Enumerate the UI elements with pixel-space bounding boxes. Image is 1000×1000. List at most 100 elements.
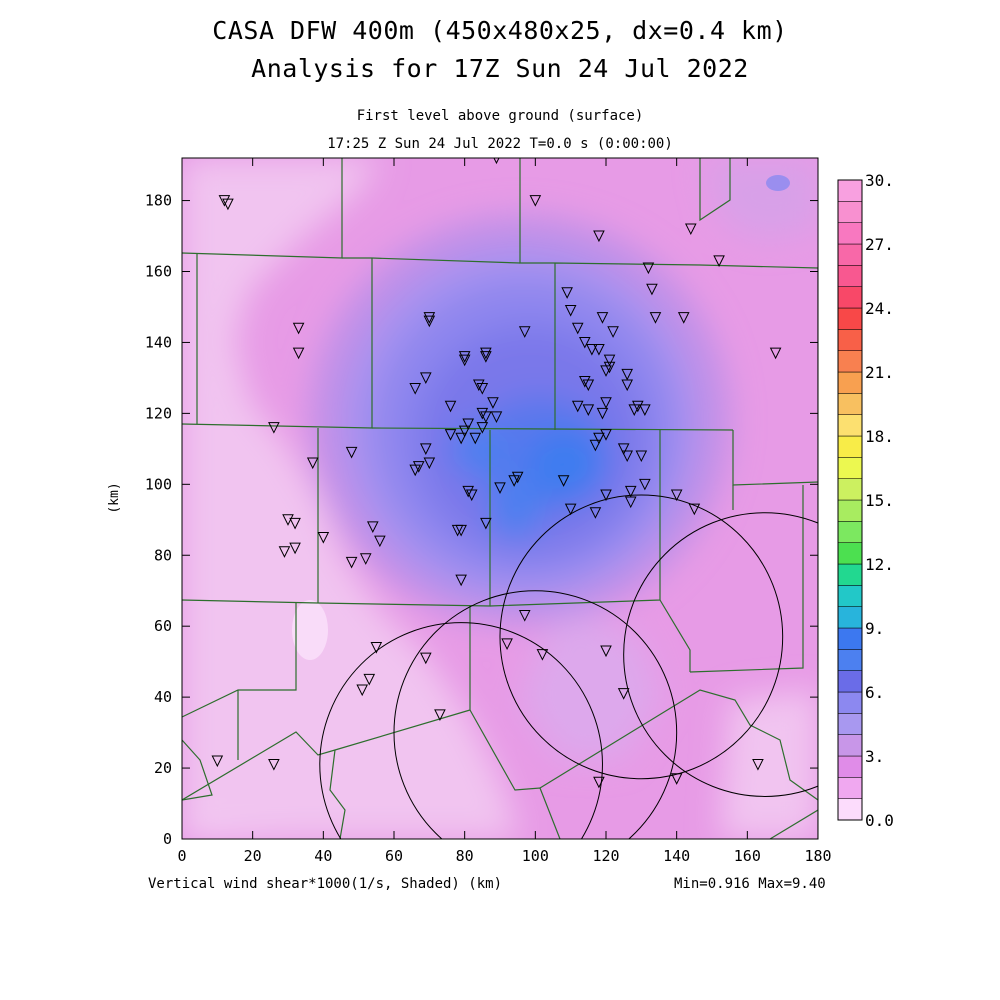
colorbar-swatch bbox=[837, 563, 863, 586]
colorbar-swatch bbox=[837, 670, 863, 693]
colorbar-swatch bbox=[837, 649, 863, 671]
station-marker bbox=[476, 383, 489, 395]
colorbar-swatch bbox=[837, 691, 863, 714]
colorbar-swatch bbox=[837, 307, 863, 330]
station-marker bbox=[617, 688, 630, 700]
colorbar-swatch bbox=[837, 478, 863, 501]
x-tick-label: 0 bbox=[177, 847, 186, 865]
station-marker bbox=[621, 450, 634, 463]
station-marker bbox=[628, 404, 641, 416]
colorbar-swatch bbox=[837, 457, 863, 479]
station-marker bbox=[589, 439, 602, 452]
station-marker bbox=[624, 485, 637, 498]
colorbar-swatch bbox=[837, 435, 863, 458]
station-marker bbox=[480, 347, 492, 360]
station-marker bbox=[511, 471, 524, 484]
x-tick-label: 60 bbox=[385, 847, 403, 865]
station-marker bbox=[564, 305, 577, 317]
station-marker bbox=[557, 475, 570, 487]
station-marker bbox=[593, 432, 605, 445]
colorbar-swatch bbox=[837, 329, 863, 351]
colorbar-label: 30. bbox=[865, 171, 894, 190]
station-marker bbox=[621, 379, 634, 392]
station-marker bbox=[317, 532, 330, 544]
y-tick-label: 80 bbox=[154, 546, 172, 564]
station-marker bbox=[282, 514, 294, 526]
colorbar-label: 27. bbox=[865, 235, 894, 254]
y-tick-label: 160 bbox=[145, 263, 172, 281]
colorbar-label: 18. bbox=[865, 427, 894, 446]
station-marker bbox=[268, 759, 280, 771]
station-marker bbox=[423, 457, 436, 470]
x-tick-label: 180 bbox=[804, 847, 831, 865]
y-tick-label: 60 bbox=[154, 617, 172, 635]
colorbar-label: 9. bbox=[865, 619, 884, 638]
colorbar-swatch bbox=[837, 542, 863, 565]
station-marker bbox=[564, 503, 577, 516]
x-tick-label: 100 bbox=[522, 847, 549, 865]
radar-range-rings bbox=[319, 494, 818, 839]
plot-frame bbox=[181, 157, 819, 840]
colorbar-swatch bbox=[837, 371, 863, 394]
x-tick-label: 20 bbox=[244, 847, 262, 865]
station-marker bbox=[536, 649, 549, 661]
station-marker bbox=[586, 344, 598, 356]
colorbar-swatch bbox=[837, 755, 863, 778]
station-marker bbox=[444, 429, 457, 441]
station-marker bbox=[508, 475, 520, 487]
colorbar-label: 6. bbox=[865, 683, 884, 702]
y-tick-label: 20 bbox=[154, 759, 172, 777]
station-marker bbox=[600, 645, 612, 658]
colorbar-swatch bbox=[837, 201, 863, 223]
station-marker bbox=[469, 432, 482, 445]
station-marker bbox=[490, 411, 503, 424]
station-marker bbox=[462, 485, 475, 498]
station-marker bbox=[593, 776, 605, 789]
station-marker bbox=[465, 489, 478, 502]
station-marker bbox=[218, 195, 231, 207]
station-marker bbox=[635, 450, 648, 463]
colorbar-swatch bbox=[837, 798, 863, 821]
station-marker bbox=[455, 574, 467, 587]
station-marker bbox=[607, 326, 619, 338]
colorbar-label: 24. bbox=[865, 299, 894, 318]
station-marker bbox=[289, 517, 301, 530]
station-marker bbox=[423, 312, 436, 324]
colorbar-swatch bbox=[837, 521, 863, 543]
station-marker bbox=[646, 283, 658, 296]
colorbar-frame bbox=[837, 179, 863, 821]
x-tick-label: 160 bbox=[734, 847, 761, 865]
station-marker bbox=[571, 400, 584, 413]
x-tick-label: 40 bbox=[314, 847, 332, 865]
station-marker bbox=[458, 425, 471, 438]
station-marker bbox=[596, 407, 609, 420]
station-marker bbox=[684, 223, 697, 236]
station-marker bbox=[444, 400, 457, 413]
station-marker bbox=[600, 397, 612, 409]
colorbar-swatch bbox=[837, 606, 863, 629]
station-marker bbox=[578, 375, 591, 388]
station-marker bbox=[688, 503, 701, 516]
station-marker bbox=[476, 407, 489, 420]
station-marker bbox=[480, 411, 492, 424]
station-marker bbox=[649, 312, 662, 324]
station-marker bbox=[518, 326, 531, 338]
y-tick-label: 140 bbox=[145, 333, 172, 351]
colorbar-swatch bbox=[837, 627, 863, 650]
station-marker bbox=[501, 638, 513, 651]
station-marker bbox=[600, 489, 612, 502]
station-marker bbox=[419, 372, 432, 385]
station-marker bbox=[409, 383, 422, 395]
station-marker bbox=[494, 482, 506, 494]
station-marker bbox=[596, 312, 609, 324]
station-marker bbox=[289, 542, 301, 555]
station-marker bbox=[292, 347, 305, 360]
station-marker bbox=[487, 397, 499, 409]
station-marker bbox=[603, 361, 616, 374]
station-marker bbox=[370, 641, 383, 654]
station-marker bbox=[356, 684, 369, 697]
station-marker bbox=[670, 773, 683, 785]
station-marker bbox=[713, 255, 725, 267]
station-marker bbox=[518, 610, 531, 622]
